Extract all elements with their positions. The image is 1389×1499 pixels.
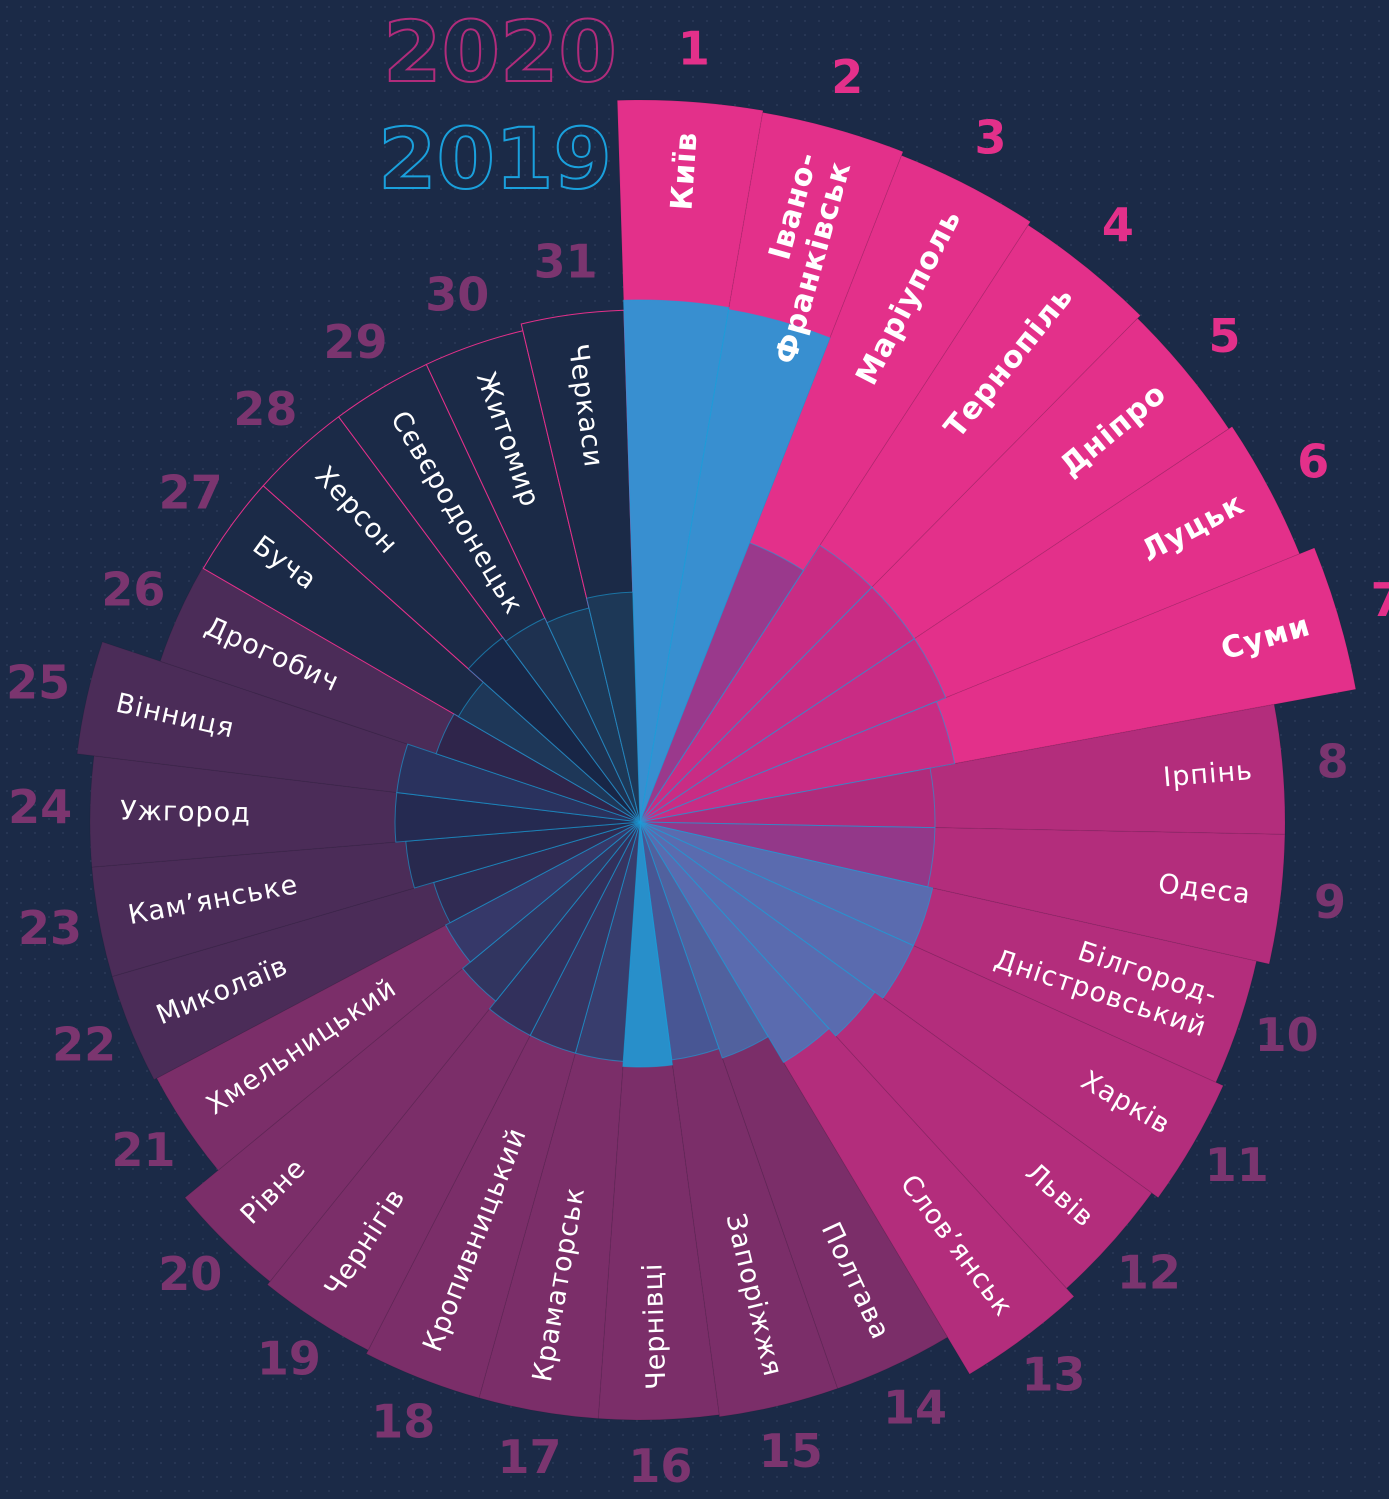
rank-label: 26 xyxy=(101,562,165,616)
bar-2019 xyxy=(639,700,956,823)
rank-label: 11 xyxy=(1205,1138,1269,1192)
rank-label: 6 xyxy=(1297,435,1329,489)
rank-label: 4 xyxy=(1102,198,1134,252)
rank-label: 10 xyxy=(1255,1008,1319,1062)
rank-label: 25 xyxy=(6,656,70,710)
bar-2019 xyxy=(444,821,641,963)
rank-label: 18 xyxy=(371,1395,435,1449)
bar-2019 xyxy=(488,821,641,1037)
rank-label: 24 xyxy=(8,780,72,834)
rank-label: 7 xyxy=(1371,573,1389,627)
rank-label: 5 xyxy=(1209,309,1241,363)
rank-label: 3 xyxy=(975,110,1007,164)
bar-2019 xyxy=(467,636,641,823)
bar-2019 xyxy=(622,821,673,1068)
bar-2019 xyxy=(639,309,831,823)
legend-2019: 2019 xyxy=(378,110,612,208)
bar-2019 xyxy=(505,617,641,823)
category-label: Ужгород xyxy=(120,795,251,829)
bar-2019 xyxy=(586,591,641,823)
rank-label: 9 xyxy=(1314,875,1346,929)
rank-label: 8 xyxy=(1317,735,1349,789)
rank-label: 13 xyxy=(1022,1348,1086,1402)
bar-2019 xyxy=(639,638,947,823)
rank-label: 23 xyxy=(18,901,82,955)
rank-label: 12 xyxy=(1117,1246,1181,1300)
bar-2019 xyxy=(623,299,730,823)
bar-2020 xyxy=(89,755,641,868)
rank-label: 15 xyxy=(759,1424,823,1478)
rank-label: 14 xyxy=(883,1380,947,1434)
rank-label: 17 xyxy=(498,1430,562,1484)
legend-2020: 2020 xyxy=(383,3,617,101)
rank-label: 20 xyxy=(158,1247,222,1301)
rank-label: 30 xyxy=(425,267,489,321)
bar-2019 xyxy=(396,743,641,823)
rank-label: 22 xyxy=(52,1017,116,1071)
bar-2019 xyxy=(435,713,641,823)
rank-label: 19 xyxy=(257,1331,321,1385)
rank-label: 16 xyxy=(628,1439,692,1493)
bar-2019 xyxy=(639,821,915,999)
bar-2019 xyxy=(639,821,769,1059)
category-label: Чернівці xyxy=(637,1262,672,1390)
rank-label: 31 xyxy=(534,234,598,288)
bar-2019 xyxy=(461,821,641,1002)
bar-2019 xyxy=(639,821,876,1037)
rank-label: 29 xyxy=(324,315,388,369)
bar-2020 xyxy=(597,821,720,1421)
category-label: Київ xyxy=(664,130,704,211)
rank-label: 27 xyxy=(159,466,223,520)
bar-2019 xyxy=(639,821,830,1064)
rank-label: 21 xyxy=(112,1123,176,1177)
rank-label: 1 xyxy=(678,21,710,75)
category-label: Ірпінь xyxy=(1162,755,1254,793)
rank-label: 2 xyxy=(831,50,863,104)
rank-label: 28 xyxy=(233,382,297,436)
